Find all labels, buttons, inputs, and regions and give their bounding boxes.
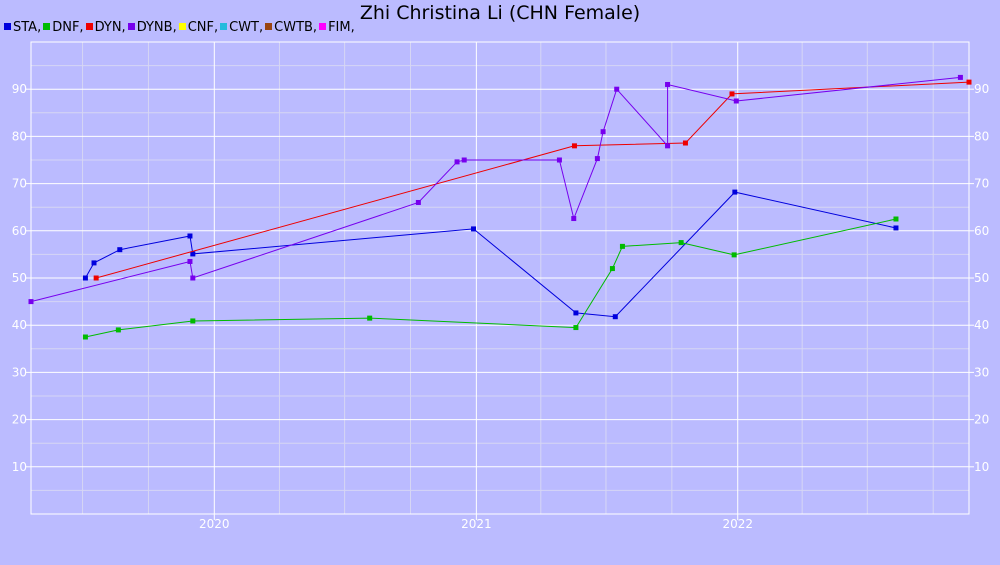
- y-tick-label-right: 30: [974, 365, 989, 379]
- x-tick-label: 2022: [722, 517, 753, 531]
- y-tick-label-right: 90: [974, 82, 989, 96]
- y-tick-label-right: 40: [974, 318, 989, 332]
- data-point-dnf: [893, 216, 899, 222]
- legend-item: DNF,: [43, 20, 84, 35]
- data-point-dyn: [966, 79, 972, 85]
- y-tick-label-right: 70: [974, 177, 989, 191]
- legend: STA, DNF, DYN, DYNB, CNF, CWT, CWTB, FIM,: [4, 20, 357, 36]
- legend-label: CNF,: [187, 20, 219, 35]
- data-point-sta: [612, 314, 618, 320]
- y-tick-label: 60: [12, 224, 27, 238]
- data-point-dnf: [573, 325, 579, 331]
- data-point-sta: [573, 310, 579, 316]
- data-point-dnf: [367, 315, 373, 321]
- data-point-dynb: [665, 143, 671, 149]
- data-point-sta: [471, 226, 477, 232]
- data-point-sta: [117, 247, 123, 253]
- legend-swatch: [43, 23, 51, 30]
- x-tick-label: 2021: [461, 517, 492, 531]
- legend-swatch: [85, 23, 93, 30]
- chart-title: Zhi Christina Li (CHN Female): [359, 2, 641, 24]
- data-point-sta: [893, 225, 899, 231]
- x-tick-label: 2020: [199, 517, 230, 531]
- data-point-dynb: [665, 81, 671, 87]
- data-point-dynb: [733, 98, 739, 104]
- data-point-dnf: [678, 240, 684, 246]
- data-point-dynb: [187, 258, 193, 264]
- legend-item: STA,: [4, 20, 41, 35]
- y-tick-label: 30: [12, 365, 27, 379]
- y-tick-label-right: 50: [974, 271, 989, 285]
- data-point-sta: [190, 251, 196, 257]
- series-line-dynb: [30, 76, 961, 303]
- legend-item: DYNB,: [127, 20, 177, 35]
- legend-swatch: [319, 23, 327, 30]
- y-tick-label-right: 80: [974, 129, 989, 143]
- data-point-sta: [82, 275, 88, 281]
- legend-label: DNF,: [52, 20, 84, 35]
- series-line-dnf: [85, 218, 897, 338]
- series-line-dyn: [96, 81, 970, 279]
- legend-label: STA,: [13, 20, 42, 35]
- data-point-dyn: [682, 140, 688, 146]
- data-point-dynb: [571, 216, 577, 222]
- y-tick-label: 40: [12, 318, 27, 332]
- data-point-dynb: [454, 159, 460, 165]
- data-point-dynb: [28, 299, 34, 305]
- legend-item: FIM,: [319, 20, 355, 35]
- y-tick-label: 90: [12, 82, 27, 96]
- legend-label: DYNB,: [136, 20, 177, 35]
- data-point-dynb: [614, 86, 620, 92]
- legend-label: FIM,: [328, 20, 355, 35]
- data-point-dynb: [556, 157, 562, 163]
- data-point-dnf: [190, 318, 196, 324]
- y-tick-label: 80: [12, 129, 27, 143]
- data-point-sta: [91, 260, 97, 266]
- data-point-dynb: [415, 199, 421, 205]
- data-point-dnf: [609, 266, 615, 272]
- data-point-dnf: [82, 334, 88, 340]
- legend-item: CWT,: [220, 20, 263, 35]
- data-point-dnf: [731, 252, 737, 258]
- y-tick-label-right: 10: [974, 460, 989, 474]
- y-tick-label: 10: [12, 460, 27, 474]
- y-tick-label: 50: [12, 271, 27, 285]
- data-point-dynb: [190, 275, 196, 281]
- legend-swatch: [127, 23, 135, 30]
- data-point-sta: [187, 233, 193, 239]
- plot-frame: [30, 41, 970, 515]
- legend-item: CNF,: [178, 20, 219, 35]
- legend-swatch: [4, 23, 11, 30]
- data-point-sta: [732, 189, 738, 195]
- data-point-dynb: [600, 129, 606, 135]
- data-point-dynb: [957, 74, 963, 80]
- y-tick-label: 20: [12, 413, 27, 427]
- data-point-dnf: [115, 327, 121, 333]
- data-point-dynb: [461, 157, 467, 163]
- data-point-dyn: [571, 143, 577, 149]
- data-point-dyn: [93, 275, 99, 281]
- legend-item: DYN,: [85, 20, 126, 35]
- legend-label: CWT,: [229, 20, 264, 35]
- data-point-dynb: [594, 156, 600, 162]
- legend-swatch: [265, 23, 273, 30]
- data-point-dnf: [619, 243, 625, 249]
- data-point-dyn: [729, 91, 735, 97]
- legend-swatch: [220, 23, 228, 30]
- legend-label: CWTB,: [274, 20, 318, 35]
- legend-swatch: [178, 23, 186, 30]
- y-tick-label-right: 60: [974, 224, 989, 238]
- legend-label: DYN,: [94, 20, 126, 35]
- y-tick-label: 70: [12, 177, 27, 191]
- legend-item: CWTB,: [265, 20, 317, 35]
- series-line-sta: [84, 191, 897, 318]
- y-tick-label-right: 20: [974, 413, 989, 427]
